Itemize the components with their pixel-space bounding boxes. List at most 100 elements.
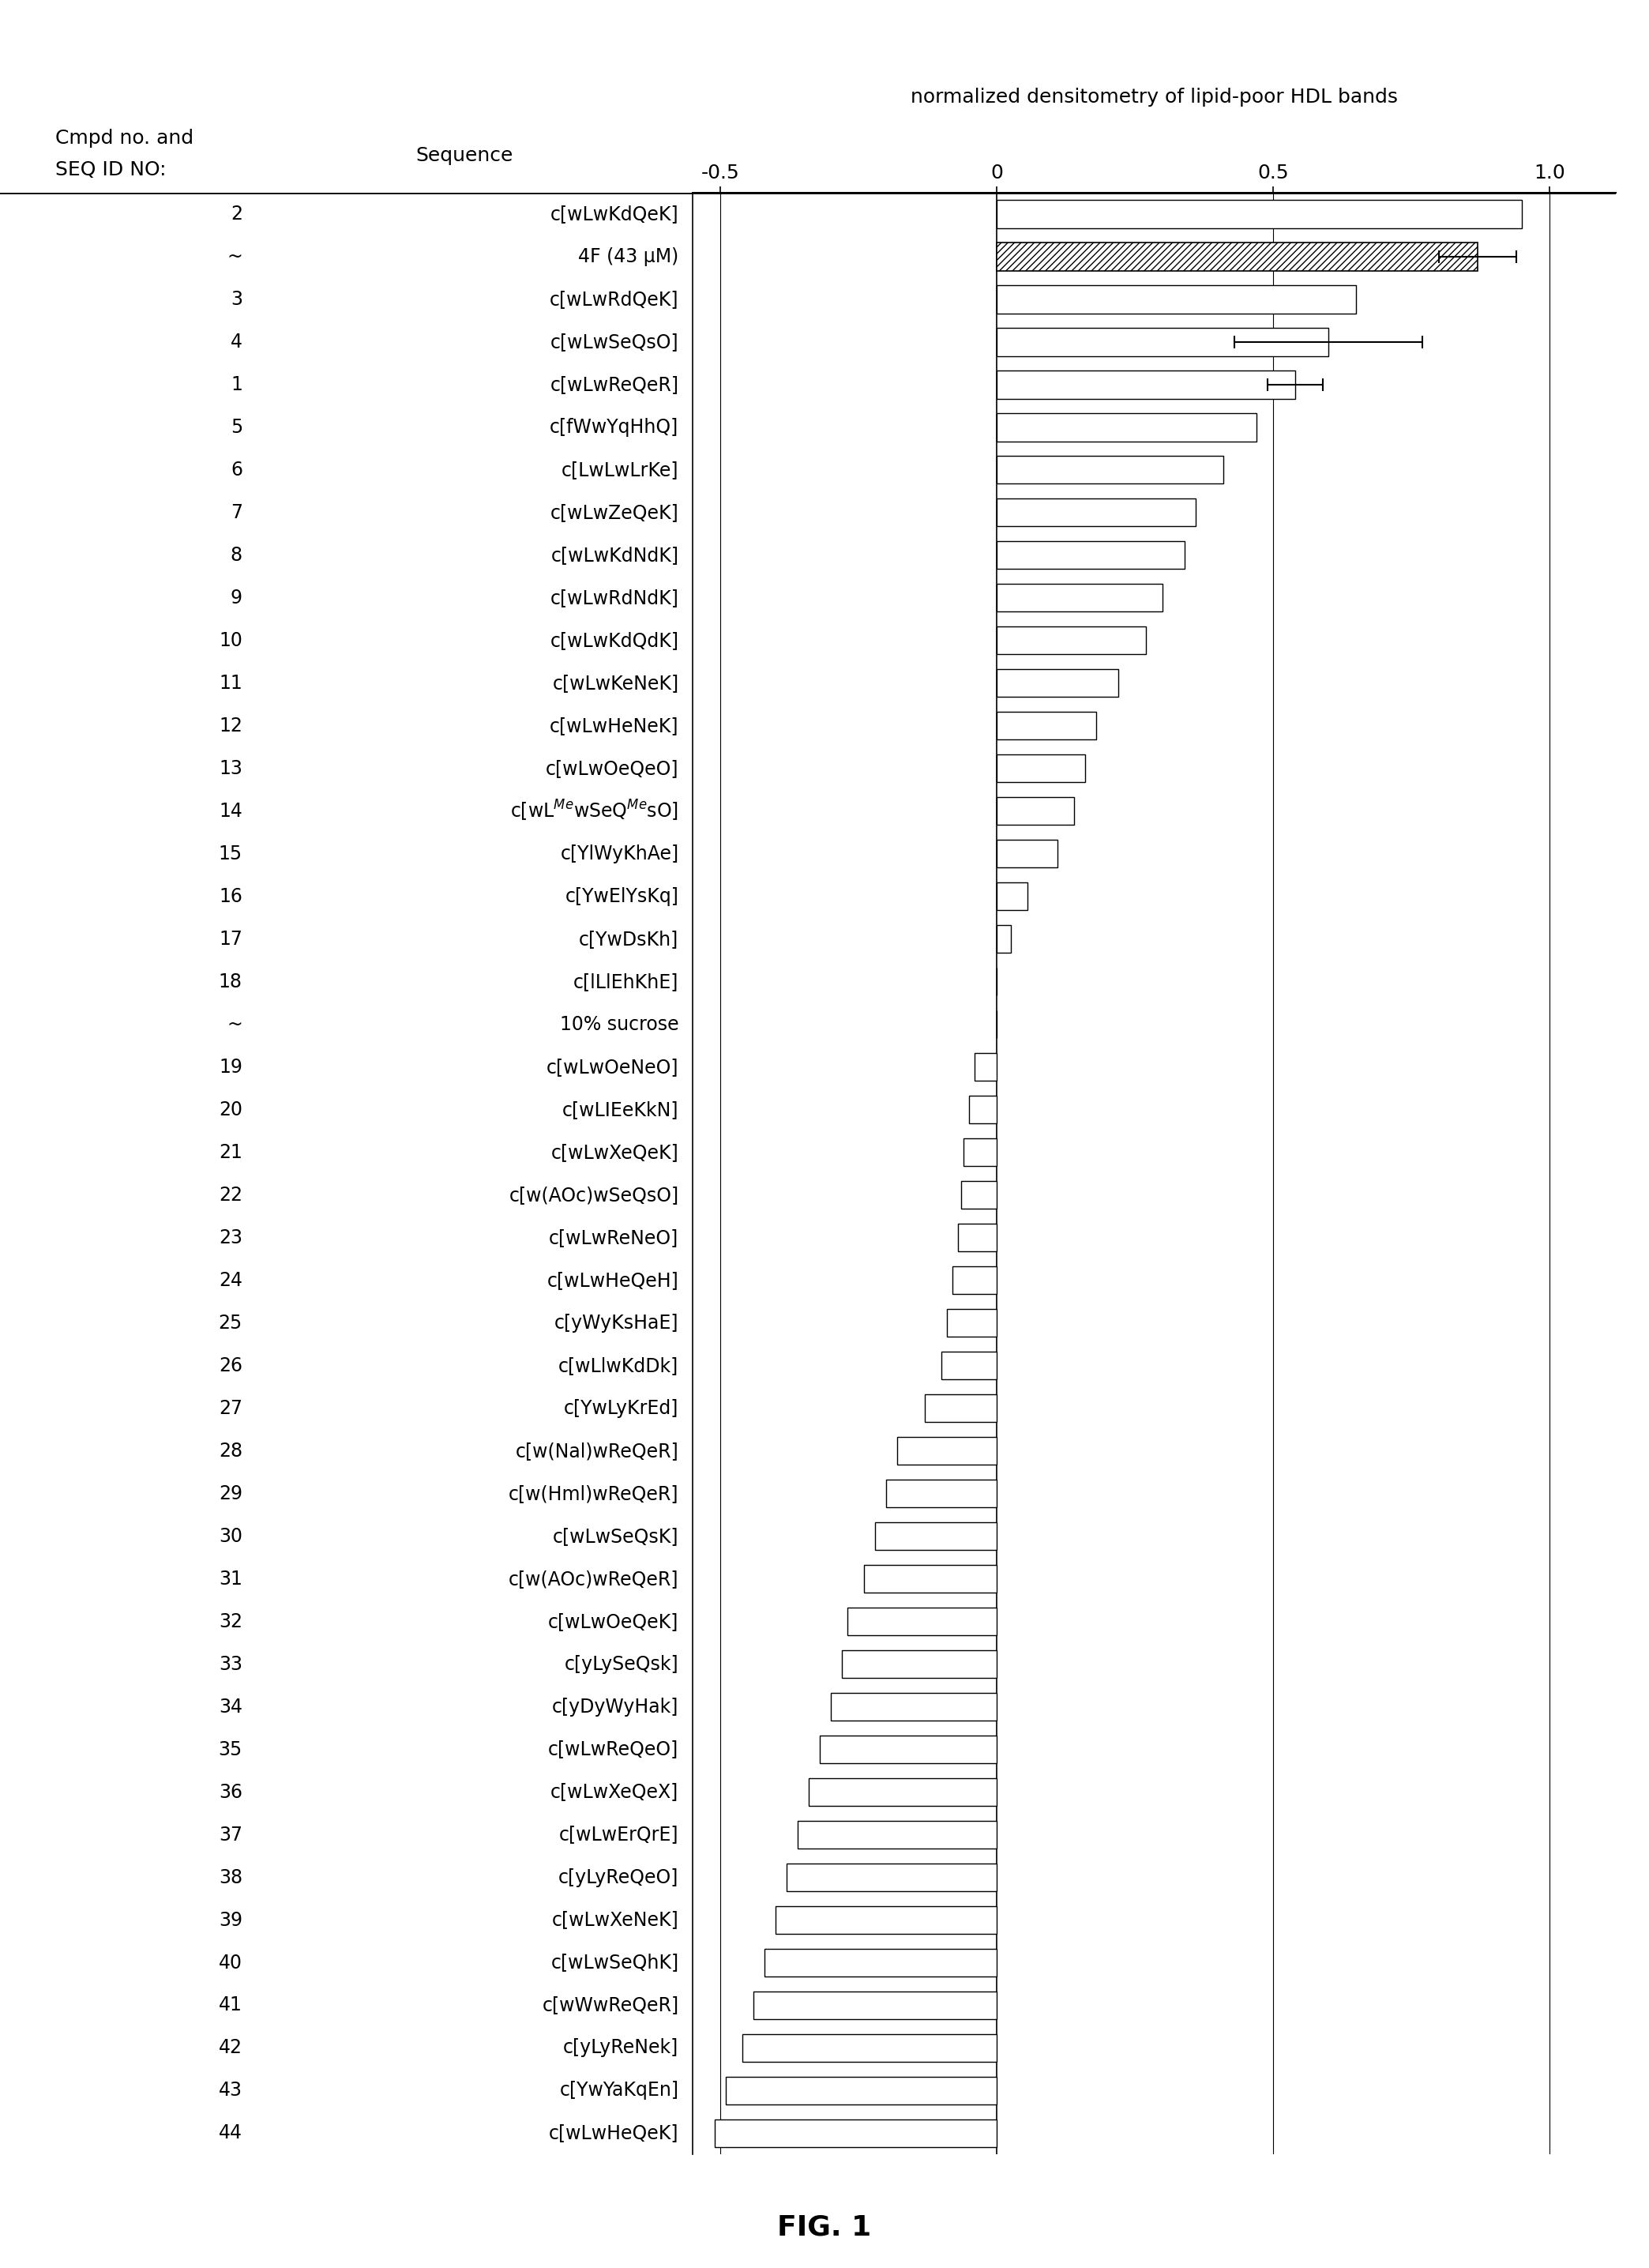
Bar xyxy=(996,839,1057,869)
Text: c[wLwHeQeH]: c[wLwHeQeH] xyxy=(547,1270,679,1290)
Text: 44: 44 xyxy=(219,2123,242,2143)
Bar xyxy=(963,1139,996,1166)
Text: c[w(Nal)wReQeR]: c[w(Nal)wReQeR] xyxy=(516,1442,679,1461)
Bar xyxy=(996,456,1224,483)
Bar xyxy=(970,1095,996,1123)
Text: 43: 43 xyxy=(219,2082,242,2100)
Text: 5: 5 xyxy=(231,417,242,438)
Text: normalized densitometry of lipid-poor HDL bands: normalized densitometry of lipid-poor HD… xyxy=(910,88,1398,107)
Bar xyxy=(787,1864,996,1892)
Text: 39: 39 xyxy=(219,1910,242,1930)
Text: 41: 41 xyxy=(219,1996,242,2014)
Text: 4: 4 xyxy=(231,333,242,352)
Text: 12: 12 xyxy=(219,717,242,735)
Text: c[wLwReNeO]: c[wLwReNeO] xyxy=(549,1229,679,1247)
Text: 14: 14 xyxy=(219,801,242,821)
Text: c[yDyWyHak]: c[yDyWyHak] xyxy=(552,1696,679,1717)
Text: c[yWyKsHaE]: c[yWyKsHaE] xyxy=(554,1313,679,1331)
Bar xyxy=(798,1821,996,1848)
Text: c[wLwKdQdK]: c[wLwKdQdK] xyxy=(551,631,679,651)
Text: c[wLwOeNeO]: c[wLwOeNeO] xyxy=(546,1057,679,1077)
Text: c[wLwHeQeK]: c[wLwHeQeK] xyxy=(549,2123,679,2143)
Bar xyxy=(996,200,1522,229)
Bar xyxy=(953,1266,996,1295)
Bar xyxy=(958,1225,996,1252)
Text: Sequence: Sequence xyxy=(416,145,513,166)
Text: 32: 32 xyxy=(219,1613,242,1631)
Bar xyxy=(742,2034,996,2062)
Text: 20: 20 xyxy=(219,1100,242,1118)
Text: 24: 24 xyxy=(219,1270,242,1290)
Bar xyxy=(996,329,1329,356)
Bar xyxy=(996,585,1163,612)
Text: c[wLwRdQeK]: c[wLwRdQeK] xyxy=(549,290,679,308)
Text: c[YwLyKrEd]: c[YwLyKrEd] xyxy=(564,1399,679,1418)
Text: 19: 19 xyxy=(219,1057,242,1077)
Bar xyxy=(897,1438,996,1465)
Text: 35: 35 xyxy=(219,1740,242,1760)
Text: c[yLyReQeO]: c[yLyReQeO] xyxy=(559,1869,679,1887)
Bar xyxy=(996,712,1097,739)
Text: ~: ~ xyxy=(226,1016,242,1034)
Text: 38: 38 xyxy=(219,1869,242,1887)
Text: c[w(Hml)wReQeR]: c[w(Hml)wReQeR] xyxy=(508,1483,679,1504)
Text: 16: 16 xyxy=(219,887,242,905)
Text: 22: 22 xyxy=(219,1186,242,1204)
Bar xyxy=(876,1522,996,1549)
Bar xyxy=(961,1182,996,1209)
Bar xyxy=(996,669,1118,696)
Text: 28: 28 xyxy=(219,1442,242,1461)
Text: 36: 36 xyxy=(219,1783,242,1801)
Bar xyxy=(775,1905,996,1935)
Text: 10% sucrose: 10% sucrose xyxy=(559,1016,679,1034)
Bar xyxy=(886,1479,996,1508)
Text: c[wLwKdQeK]: c[wLwKdQeK] xyxy=(551,204,679,225)
Bar xyxy=(996,798,1073,826)
Bar xyxy=(726,2077,996,2105)
Text: ~: ~ xyxy=(226,247,242,265)
Text: 17: 17 xyxy=(219,930,242,948)
Text: c[wL$^{Me}$wSeQ$^{Me}$sO]: c[wL$^{Me}$wSeQ$^{Me}$sO] xyxy=(511,798,679,823)
Text: 13: 13 xyxy=(219,760,242,778)
Text: 31: 31 xyxy=(219,1569,242,1588)
Text: 9: 9 xyxy=(231,587,242,608)
Text: c[yLySeQsk]: c[yLySeQsk] xyxy=(564,1656,679,1674)
Text: c[wLwOeQeO]: c[wLwOeQeO] xyxy=(546,760,679,778)
Bar xyxy=(996,286,1355,313)
Bar xyxy=(925,1395,996,1422)
Text: c[LwLwLrKe]: c[LwLwLrKe] xyxy=(561,460,679,479)
Text: c[wLwKeNeK]: c[wLwKeNeK] xyxy=(552,674,679,692)
Bar xyxy=(996,626,1146,655)
Text: c[fWwYqHhQ]: c[fWwYqHhQ] xyxy=(549,417,679,438)
Text: c[wLwZeQeK]: c[wLwZeQeK] xyxy=(551,503,679,522)
Text: 27: 27 xyxy=(219,1399,242,1418)
Text: c[w(AOc)wReQeR]: c[w(AOc)wReQeR] xyxy=(508,1569,679,1588)
Text: 6: 6 xyxy=(231,460,242,479)
Text: 23: 23 xyxy=(219,1229,242,1247)
Bar xyxy=(843,1651,996,1678)
Text: c[wWwReQeR]: c[wWwReQeR] xyxy=(543,1996,679,2014)
Text: c[wLwErQrE]: c[wLwErQrE] xyxy=(559,1826,679,1844)
Bar xyxy=(848,1608,996,1635)
Text: 29: 29 xyxy=(219,1483,242,1504)
Text: c[w(AOc)wSeQsO]: c[w(AOc)wSeQsO] xyxy=(510,1186,679,1204)
Bar xyxy=(996,542,1184,569)
Text: 11: 11 xyxy=(219,674,242,692)
Text: c[wLwSeQsK]: c[wLwSeQsK] xyxy=(552,1526,679,1547)
Text: 2: 2 xyxy=(231,204,242,225)
Text: 3: 3 xyxy=(231,290,242,308)
Text: 33: 33 xyxy=(219,1656,242,1674)
Text: c[wLwXeQeX]: c[wLwXeQeX] xyxy=(551,1783,679,1801)
Text: c[wLlwKdDk]: c[wLlwKdDk] xyxy=(559,1356,679,1374)
Bar xyxy=(765,1948,996,1975)
Bar xyxy=(996,372,1296,399)
Bar xyxy=(996,243,1478,270)
Text: 18: 18 xyxy=(219,973,242,991)
Text: c[YwYaKqEn]: c[YwYaKqEn] xyxy=(559,2082,679,2100)
Bar xyxy=(820,1735,996,1762)
Text: 42: 42 xyxy=(219,2039,242,2057)
Bar xyxy=(947,1309,996,1336)
Text: c[YwDsKh]: c[YwDsKh] xyxy=(579,930,679,948)
Bar xyxy=(975,1052,996,1082)
Text: 26: 26 xyxy=(219,1356,242,1374)
